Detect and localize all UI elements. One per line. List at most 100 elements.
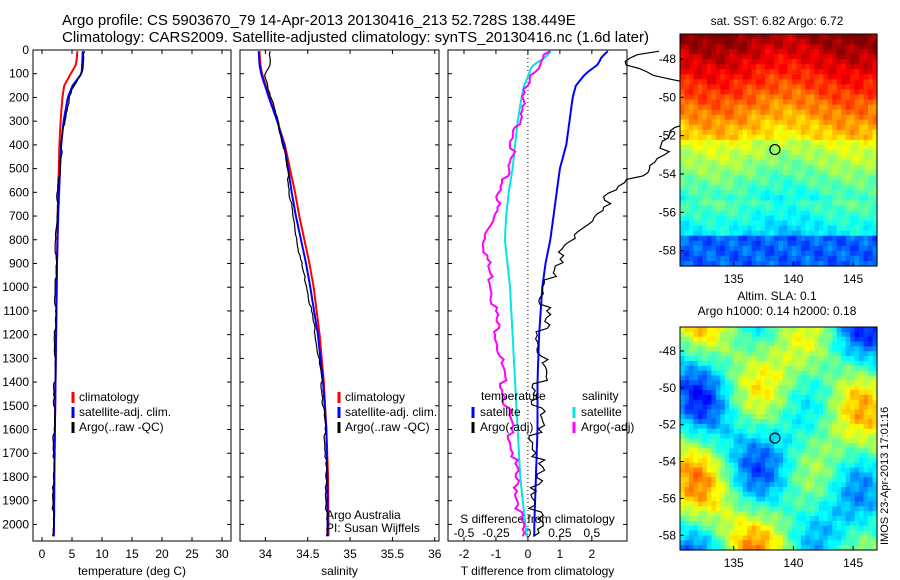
sla-map-cell: [872, 530, 878, 537]
sla-map-cell: [809, 327, 815, 333]
sla-map-cell: [702, 331, 708, 338]
sst-map-cell: [796, 150, 802, 156]
sst-map-cell: [832, 84, 838, 91]
sla-map-cell: [742, 336, 748, 343]
sst-map-cell: [706, 170, 712, 176]
sst-map-cell: [787, 134, 793, 141]
sla-map-cell: [702, 540, 708, 546]
temperature-xtick-label: 0: [39, 547, 46, 561]
sst-map-cell: [872, 195, 878, 202]
sst-map-cell: [724, 59, 730, 65]
sla-map-cell: [742, 365, 748, 372]
sst-map-cell: [814, 225, 820, 232]
sla-map-cell: [814, 351, 820, 357]
sst-map-cell: [814, 170, 820, 176]
sla-map-cell: [818, 477, 824, 483]
sst-map-cell: [868, 49, 874, 55]
sst-map-cell: [729, 185, 735, 191]
sst-map-cell: [809, 220, 815, 227]
sst-map-cell: [787, 260, 793, 267]
sst-map-cell: [782, 170, 789, 176]
sst-map-cell: [841, 119, 847, 126]
sla-map-cell: [751, 540, 757, 546]
sla-map-cell: [791, 453, 798, 459]
sst-map-cell: [818, 49, 824, 55]
sla-map-cell: [859, 511, 865, 517]
sst-map-cell: [680, 245, 686, 252]
sst-map-cell: [760, 230, 766, 237]
sla-map-title: Altim. SLA: 0.1: [737, 289, 817, 303]
sla-map-cell: [809, 360, 815, 367]
sla-map-cell: [680, 477, 686, 483]
sst-map-cell: [827, 104, 833, 111]
sst-map-cell: [742, 104, 748, 111]
sst-map-cell: [868, 79, 874, 86]
sla-map-cell: [724, 530, 730, 537]
sst-map-cell: [809, 255, 815, 262]
sla-map-cell: [688, 472, 695, 478]
difference-series-3: [481, 50, 551, 537]
sla-map-cell: [747, 365, 753, 372]
sst-map-cell: [782, 109, 789, 116]
sst-map-cell: [814, 89, 820, 96]
sla-map-cell: [818, 467, 824, 474]
sst-map-cell: [787, 235, 793, 242]
sla-map-cell: [818, 516, 824, 522]
sst-map-cell: [720, 240, 726, 247]
sla-map-cell: [760, 394, 766, 401]
sla-map-cell: [738, 520, 744, 527]
sst-map-cell: [832, 49, 838, 55]
sst-map-cell: [872, 255, 878, 262]
sst-map-cell: [872, 185, 878, 191]
sst-map-cell: [872, 124, 878, 131]
sst-map-cell: [765, 129, 771, 136]
sst-map-cell: [688, 155, 695, 161]
sla-map-cell: [688, 414, 695, 420]
sla-map-cell: [729, 399, 735, 406]
sla-map-cell: [823, 341, 829, 347]
sst-map-cell: [809, 180, 815, 186]
sla-map-cell: [751, 453, 757, 459]
sla-map-cell: [850, 428, 856, 435]
sst-map-xtick-label: 140: [783, 272, 803, 286]
sst-map-cell: [751, 215, 757, 222]
sla-map-cell: [809, 530, 815, 537]
sst-map-cell: [738, 185, 744, 191]
sst-map-cell: [774, 49, 780, 55]
sst-map-cell: [711, 250, 717, 257]
sla-map-cell: [724, 341, 730, 347]
sst-map-ytick-label: -48: [659, 52, 677, 66]
sla-map-cell: [769, 535, 775, 541]
sla-map-cell: [818, 545, 824, 551]
credit-line2: PI: Susan Wijffels: [326, 521, 420, 535]
sla-map-cell: [796, 360, 802, 367]
sst-map-cell: [836, 94, 842, 101]
sla-map-cell: [814, 462, 820, 469]
temperature-ytick-label: 1500: [2, 399, 29, 413]
sla-map-cell: [868, 385, 874, 391]
sla-map-cell: [827, 486, 833, 493]
sst-map-cell: [836, 195, 842, 202]
sst-map-cell: [832, 195, 838, 202]
sst-map-cell: [782, 49, 789, 55]
sla-map-cell: [836, 525, 842, 532]
sla-map-cell: [823, 525, 829, 532]
sla-map-cell: [787, 506, 793, 512]
sla-map-cell: [693, 327, 699, 333]
sst-map-cell: [787, 64, 793, 70]
sst-map-cell: [818, 205, 824, 212]
sst-map-cell: [724, 119, 730, 126]
sst-map-cell: [688, 94, 695, 101]
sla-map-cell: [765, 327, 771, 333]
sla-map-cell: [720, 462, 726, 469]
sla-map-cell: [863, 516, 869, 522]
sst-map-cell: [720, 215, 726, 222]
sst-map-cell: [711, 175, 717, 181]
sla-map-cell: [845, 394, 851, 401]
sst-map-cell: [796, 190, 802, 196]
sst-map-cell: [774, 84, 780, 91]
sst-map-cell: [841, 170, 847, 176]
sla-map-cell: [711, 453, 717, 459]
sst-map-cell: [769, 74, 775, 80]
sla-map-cell: [805, 351, 811, 357]
